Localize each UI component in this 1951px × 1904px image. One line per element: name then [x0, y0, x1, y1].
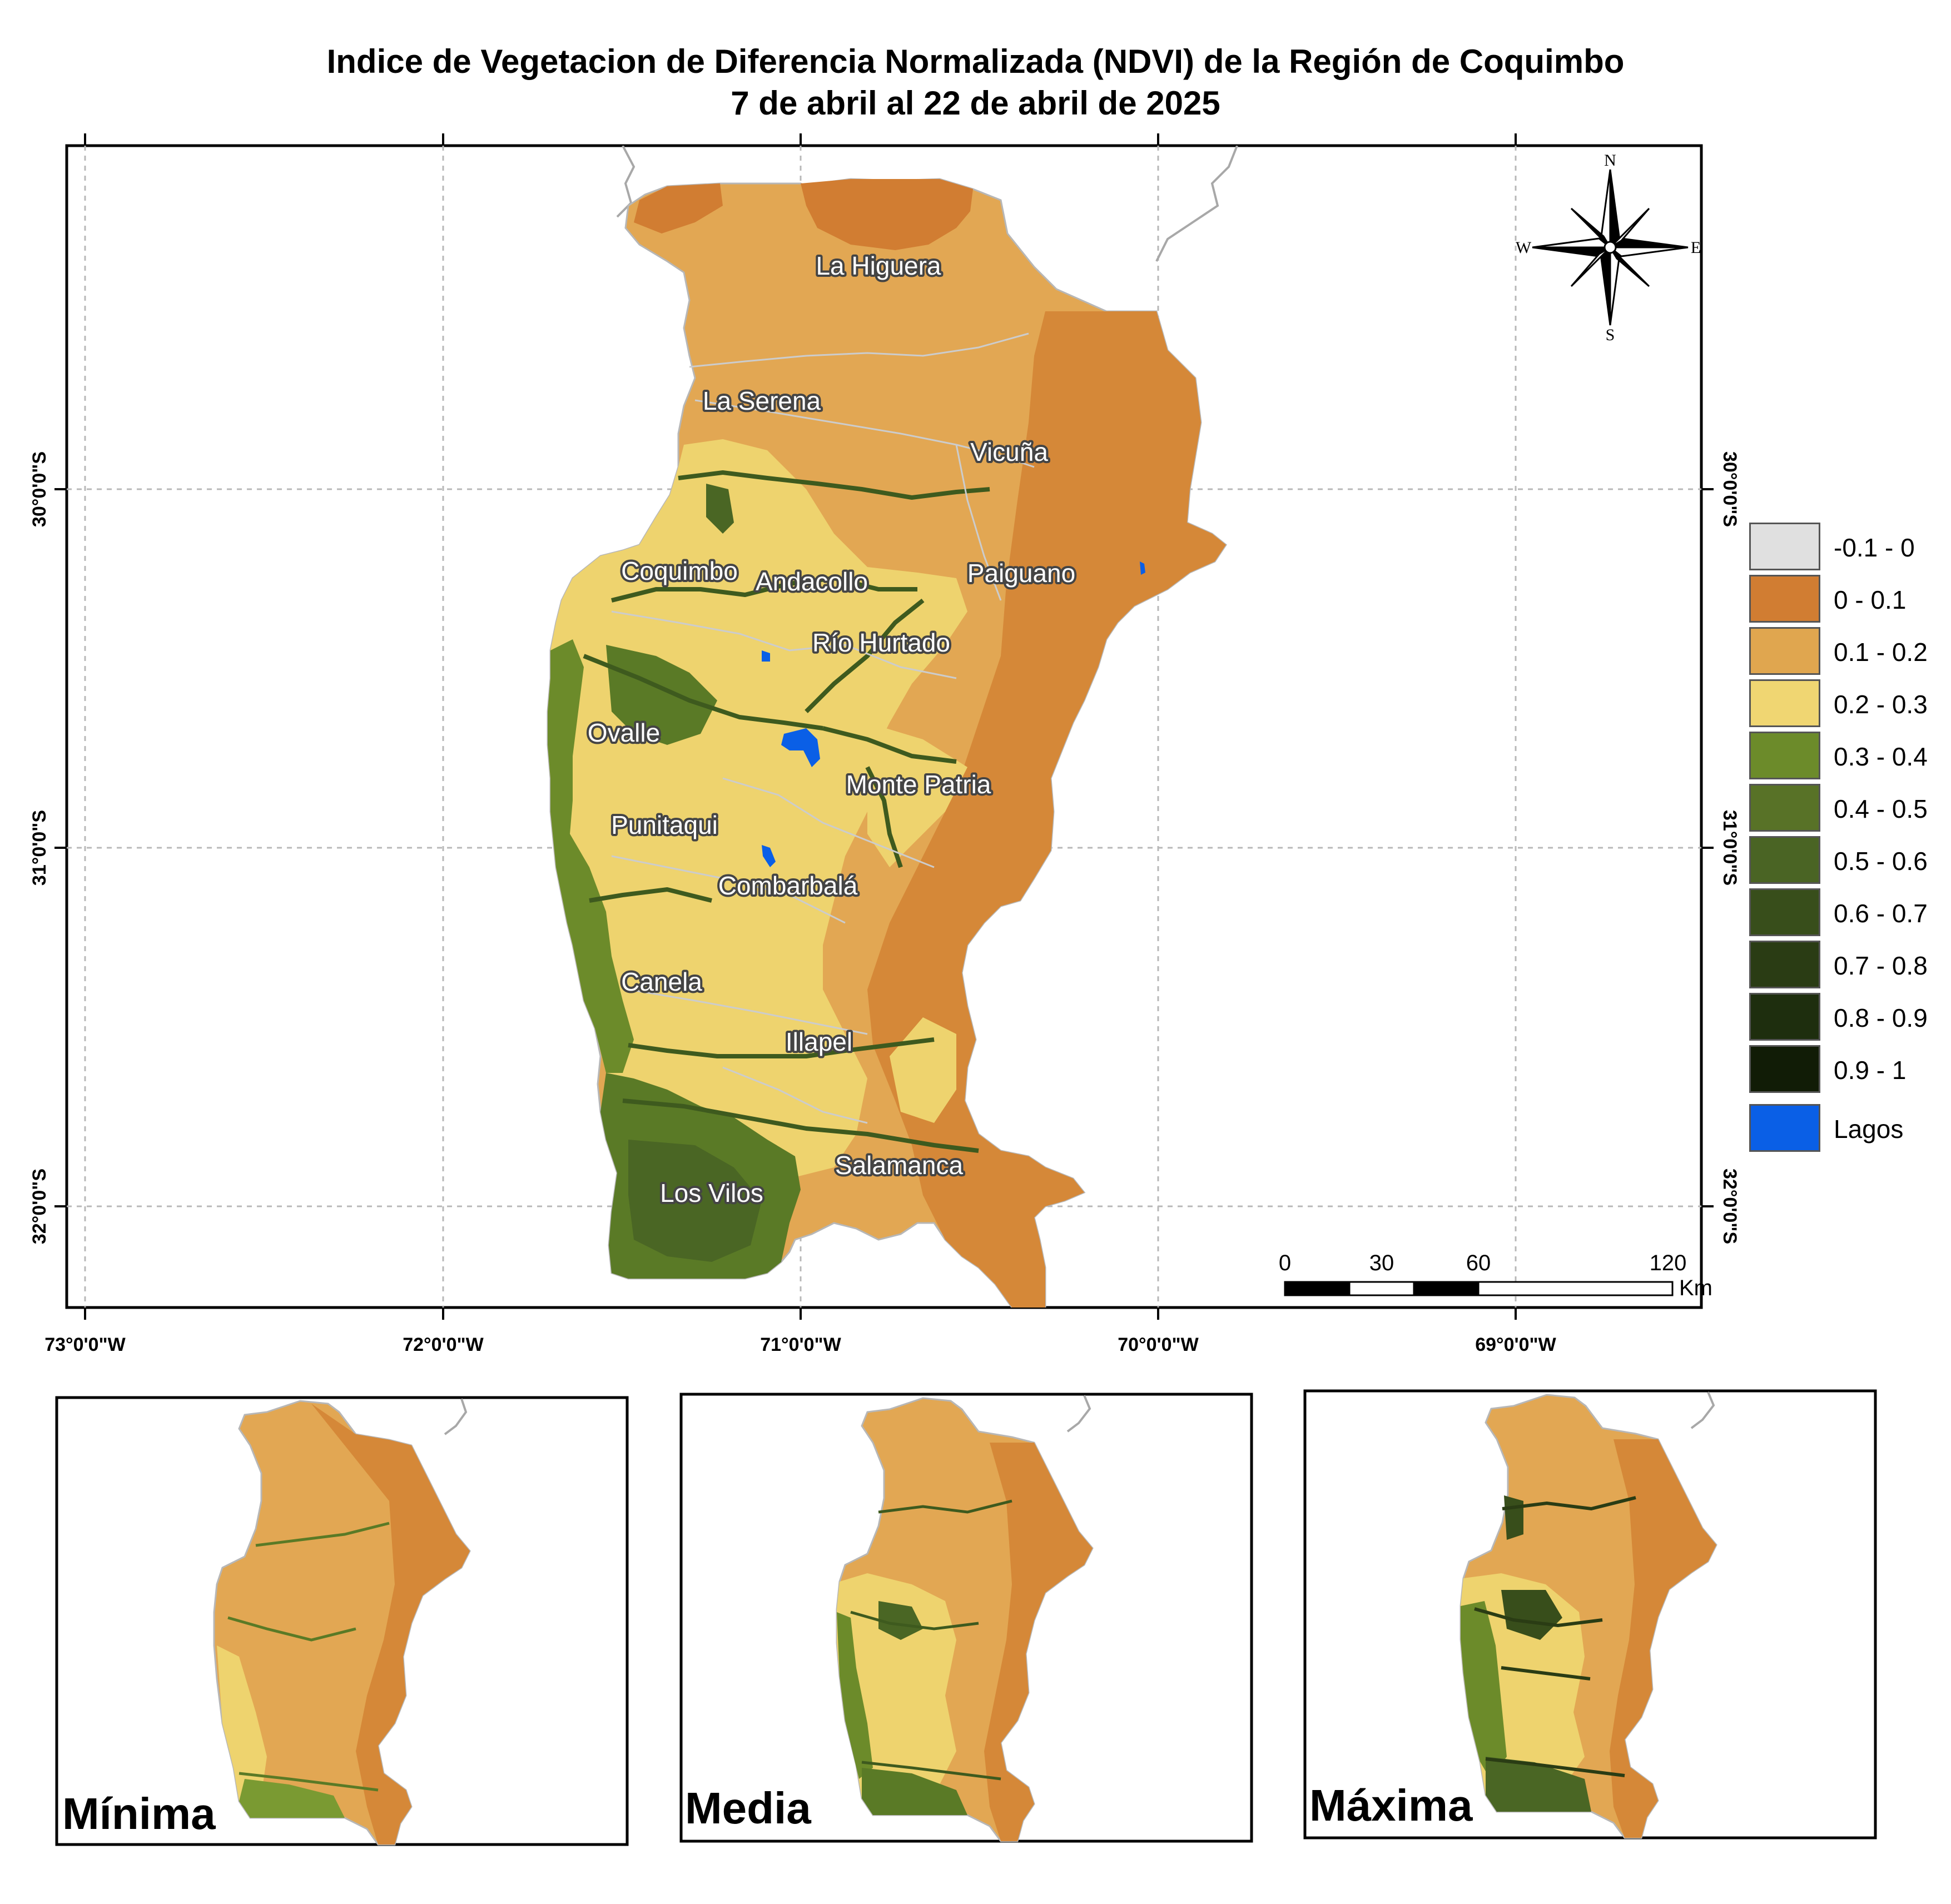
legend-label: 0.8 - 0.9 [1834, 1003, 1928, 1032]
scale-tick-120: 120 [1650, 1251, 1687, 1275]
map-title: Indice de Vegetacion de Diferencia Norma… [326, 43, 1625, 80]
legend-item: Lagos [1749, 1104, 1951, 1154]
legend-swatch [1749, 1104, 1820, 1152]
legend-swatch [1749, 575, 1820, 623]
legend-item: -0.1 - 0 [1749, 523, 1951, 573]
legend-swatch [1749, 679, 1820, 727]
legend-swatch [1749, 732, 1820, 779]
northern-border-line [616, 146, 636, 218]
legend-swatch [1749, 523, 1820, 570]
lon-label-73w: 73°0'0"W [44, 1334, 126, 1355]
inset-label-maxima: Máxima [1309, 1781, 1473, 1830]
legend-label: 0.2 - 0.3 [1834, 690, 1928, 719]
coquimbo-region [547, 178, 1228, 1308]
legend-item: 0.6 - 0.7 [1749, 888, 1951, 938]
legend-label: 0.6 - 0.7 [1834, 899, 1928, 928]
inset-label-media: Media [685, 1783, 811, 1833]
legend-item: 0.1 - 0.2 [1749, 627, 1951, 677]
legend-label: 0.7 - 0.8 [1834, 951, 1928, 980]
legend-label: 0.1 - 0.2 [1834, 638, 1928, 667]
inset-minima: Mínima [55, 1396, 629, 1846]
compass-rose: N S E W [1516, 151, 1701, 344]
inset-label-minima: Mínima [62, 1789, 216, 1838]
legend-swatch [1749, 941, 1820, 988]
legend-label: 0.4 - 0.5 [1834, 794, 1928, 823]
lat-label-30s-left: 30°0'0"S [29, 451, 50, 527]
legend-swatch [1749, 1045, 1820, 1093]
compass-n: N [1604, 151, 1616, 170]
place-label-coquimbo: Coquimbo [621, 556, 738, 585]
legend-label: Lagos [1834, 1115, 1904, 1144]
lon-label-70w: 70°0'0"W [1118, 1334, 1199, 1355]
legend-item: 0.2 - 0.3 [1749, 679, 1951, 729]
scale-tick-60: 60 [1466, 1251, 1491, 1275]
place-label-vicuna: Vicuña [970, 438, 1048, 466]
legend-label: -0.1 - 0 [1834, 533, 1915, 562]
legend-label: 0.9 - 1 [1834, 1056, 1907, 1085]
legend-item: 0.9 - 1 [1749, 1045, 1951, 1095]
scale-unit: Km [1679, 1276, 1712, 1300]
legend-item: 0.4 - 0.5 [1749, 784, 1951, 834]
place-label-monte-patria: Monte Patria [846, 770, 991, 799]
legend-item: 0.5 - 0.6 [1749, 836, 1951, 886]
place-label-canela: Canela [621, 967, 702, 996]
place-label-punitaqui: Punitaqui [611, 811, 718, 839]
legend-swatch [1749, 784, 1820, 832]
compass-e: E [1691, 238, 1701, 257]
compass-w: W [1516, 238, 1532, 257]
legend-item: 0.8 - 0.9 [1749, 993, 1951, 1043]
place-label-los-vilos: Los Vilos [660, 1179, 763, 1207]
place-label-paiguano: Paiguano [967, 559, 1075, 588]
lat-label-31s-right: 31°0'0"S [1719, 810, 1740, 886]
lon-label-69w: 69°0'0"W [1475, 1334, 1556, 1355]
place-label-ovalle: Ovalle [588, 718, 660, 747]
lat-label-32s-right: 32°0'0"S [1719, 1169, 1740, 1244]
lat-label-32s-left: 32°0'0"S [29, 1169, 50, 1244]
place-label-la-higuera: La Higuera [816, 251, 941, 280]
north-arrow-icon [1532, 169, 1689, 326]
legend-swatch [1749, 836, 1820, 884]
place-label-illapel: Illapel [786, 1027, 852, 1056]
legend-label: 0.5 - 0.6 [1834, 847, 1928, 876]
legend-swatch [1749, 627, 1820, 675]
inset-media: Media [679, 1393, 1253, 1843]
legend-item: 0.7 - 0.8 [1749, 941, 1951, 991]
place-label-la-serena: La Serena [703, 386, 821, 415]
legend-item: 0.3 - 0.4 [1749, 732, 1951, 782]
legend-label: 0.3 - 0.4 [1834, 742, 1928, 771]
legend-item: 0 - 0.1 [1749, 575, 1951, 625]
legend-swatch [1749, 993, 1820, 1041]
legend-label: 0 - 0.1 [1834, 585, 1907, 614]
place-label-rio-hurtado: Río Hurtado [812, 628, 950, 657]
scale-tick-30: 30 [1369, 1251, 1394, 1275]
place-label-andacollo: Andacollo [756, 567, 868, 596]
compass-s: S [1606, 326, 1615, 344]
lat-label-31s-left: 31°0'0"S [29, 810, 50, 886]
place-label-combarbala: Combarbalá [718, 871, 858, 900]
lon-label-72w: 72°0'0"W [403, 1334, 484, 1355]
inset-maxima: Máxima [1303, 1389, 1877, 1840]
eastern-border-line [1155, 146, 1238, 262]
frame-ticks [54, 133, 1714, 1320]
legend-swatch [1749, 888, 1820, 936]
map-subtitle: 7 de abril al 22 de abril de 2025 [731, 84, 1220, 122]
scale-tick-0: 0 [1279, 1251, 1291, 1275]
scale-bar: 0 30 60 120 Km [1279, 1251, 1712, 1300]
place-label-salamanca: Salamanca [835, 1151, 964, 1180]
lat-label-30s-right: 30°0'0"S [1719, 451, 1740, 527]
lon-label-71w: 71°0'0"W [760, 1334, 841, 1355]
